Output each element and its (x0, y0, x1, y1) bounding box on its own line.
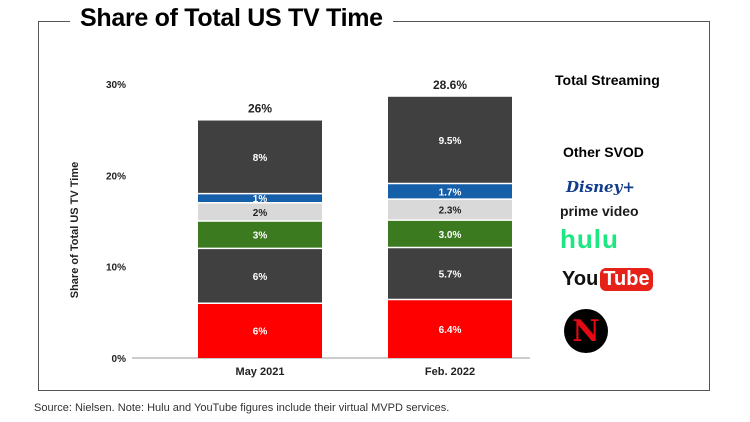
y-axis-label: Share of Total US TV Time (69, 162, 81, 299)
chart-title: Share of Total US TV Time (70, 4, 393, 33)
y-tick-label: 30% (106, 80, 126, 91)
youtube-logo: You Tube (562, 268, 653, 291)
bar-segment (388, 183, 512, 200)
segment-data-label: 3.0% (439, 230, 462, 241)
segment-data-label: 1.7% (439, 187, 462, 198)
netflix-logo-letter: N (572, 313, 600, 349)
bar-segment (198, 193, 322, 203)
segment-data-label: 1% (253, 194, 268, 205)
bar-segment (388, 96, 512, 184)
bar-segment (388, 299, 512, 358)
x-category-label: Feb. 2022 (425, 366, 475, 378)
bar-segment (388, 247, 512, 300)
bar-segment (388, 199, 512, 221)
prime-video-logo: prime video (560, 203, 639, 219)
segment-data-label: 8% (253, 153, 268, 164)
segment-data-label: 6.4% (439, 325, 462, 336)
segment-data-label: 5.7% (439, 270, 462, 281)
legend-other-svod: Other SVOD (563, 144, 644, 160)
segment-data-label: 2% (253, 208, 268, 219)
youtube-logo-you: You (562, 268, 599, 290)
y-tick-label: 10% (106, 263, 126, 274)
segment-data-label: 6% (253, 272, 268, 283)
bar-total-label: 26% (248, 102, 272, 116)
netflix-logo: N (564, 309, 608, 353)
hulu-logo: hulu (560, 224, 619, 254)
bar-segment (198, 120, 322, 194)
y-tick-label: 20% (106, 171, 126, 182)
segment-data-label: 6% (253, 327, 268, 338)
disney-plus-logo: Disney+ (566, 178, 635, 196)
y-tick-label: 0% (112, 354, 127, 365)
bar-segment (198, 303, 322, 358)
source-note: Source: Nielsen. Note: Hulu and YouTube … (34, 402, 450, 414)
youtube-logo-tube: Tube (600, 268, 653, 291)
bar-segment (198, 248, 322, 304)
legend-total-streaming: Total Streaming (555, 72, 660, 88)
bar-segment (388, 220, 512, 248)
x-category-label: May 2021 (236, 366, 285, 378)
bar-segment (198, 221, 322, 249)
segment-data-label: 3% (253, 231, 268, 242)
segment-data-label: 2.3% (439, 206, 462, 217)
bar-segment (198, 202, 322, 221)
bar-total-label: 28.6% (433, 78, 467, 92)
segment-data-label: 9.5% (439, 136, 462, 147)
